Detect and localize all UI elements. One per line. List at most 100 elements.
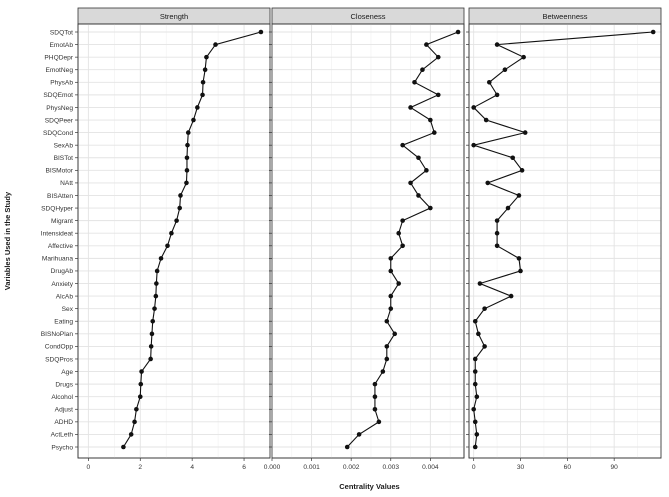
- strength-point-alcohol: [137, 394, 143, 399]
- betweenness-point-bismotor: [519, 168, 525, 173]
- closeness-point-adjust: [372, 406, 378, 412]
- betweenness-point-bisatten: [516, 193, 522, 198]
- closeness-point-physneg: [408, 105, 413, 110]
- closeness-point-intensideat: [396, 230, 401, 236]
- strength-point-condopp: [148, 344, 154, 349]
- betweenness-point-phqdepr: [521, 54, 526, 60]
- strength-point-emotneg: [202, 67, 208, 73]
- y-tick-label: Migrant: [51, 218, 73, 225]
- y-tick-label: SDQPros: [45, 356, 74, 363]
- y-tick-label: BISMotor: [46, 168, 74, 175]
- strength-x-tick-label: 6: [242, 464, 246, 471]
- y-tick-label: AlcAb: [56, 293, 74, 300]
- strength-x-tick-label: 0: [87, 464, 91, 471]
- y-tick-label: NAtt: [60, 180, 73, 187]
- y-tick-label: BISNoPlan: [41, 331, 74, 338]
- closeness-point-sdqpros: [384, 356, 390, 362]
- betweenness-point-sdqpros: [472, 356, 478, 362]
- betweenness-point-sdqpeer: [483, 117, 489, 123]
- strength-point-alcab: [153, 293, 159, 299]
- closeness-series-line: [346, 31, 459, 448]
- y-axis-title: Variables Used in the Study: [3, 191, 12, 290]
- y-tick-label: DrugAb: [51, 268, 74, 275]
- betweenness-point-alcab: [508, 293, 514, 299]
- closeness-point-condopp: [384, 344, 390, 349]
- closeness-point-age: [380, 369, 386, 374]
- strength-point-eating: [150, 318, 156, 324]
- betweenness-series-line: [471, 31, 654, 448]
- closeness-point-sdqpeer: [428, 117, 433, 123]
- closeness-point-emotab: [424, 42, 429, 47]
- closeness-x-tick-label: 0.002: [343, 464, 360, 471]
- betweenness-point-affective: [494, 243, 500, 249]
- closeness-point-emotneg: [420, 67, 425, 73]
- betweenness-point-intensideat: [494, 230, 500, 236]
- strength-point-natt: [184, 180, 189, 186]
- strength-point-physneg: [195, 105, 200, 110]
- y-tick-label: Marihuana: [42, 256, 73, 263]
- closeness-point-adhd: [376, 419, 382, 425]
- closeness-point-sexab: [400, 142, 405, 148]
- betweenness-panel-border: [468, 23, 662, 459]
- strength-point-bisnoplan: [149, 331, 155, 337]
- betweenness-point-bisnoplan: [476, 331, 481, 337]
- betweenness-point-marihuana: [516, 256, 522, 261]
- betweenness-point-drugs: [472, 381, 478, 387]
- y-tick-label: Alcohol: [51, 394, 73, 401]
- y-tick-label: Anxiety: [51, 281, 73, 288]
- strength-point-sdqemot: [200, 92, 205, 98]
- strength-point-adjust: [134, 406, 139, 412]
- strength-point-sexab: [185, 142, 190, 148]
- y-tick-label: SDQHyper: [41, 205, 74, 212]
- strength-series-line: [122, 31, 262, 448]
- closeness-point-drugab: [388, 268, 394, 274]
- strength-point-sdqtot: [258, 29, 264, 35]
- betweenness-point-actleth: [474, 432, 480, 437]
- betweenness-point-physneg: [471, 105, 476, 110]
- strength-point-bistot: [184, 155, 190, 161]
- strength-point-phqdepr: [204, 54, 209, 60]
- betweenness-point-alcohol: [474, 394, 480, 399]
- betweenness-x-tick-label: 0: [472, 464, 476, 471]
- betweenness-panel: [468, 23, 662, 459]
- closeness-point-anxiety: [396, 281, 401, 286]
- strength-panel-border: [77, 23, 271, 459]
- betweenness-panel-title: Betweenness: [542, 12, 587, 21]
- strength-point-sdqhyper: [177, 205, 183, 211]
- y-tick-label: PhysAb: [50, 80, 73, 87]
- strength-point-sdqpros: [148, 356, 153, 362]
- strength-point-sdqcond: [185, 130, 191, 135]
- betweenness-point-sex: [482, 306, 487, 311]
- strength-point-anxiety: [154, 281, 159, 286]
- betweenness-point-eating: [472, 318, 478, 324]
- closeness-point-alcohol: [372, 394, 378, 399]
- strength-panel-title: Strength: [160, 12, 188, 21]
- strength-x-tick-label: 2: [138, 464, 142, 471]
- betweenness-point-adhd: [472, 419, 478, 425]
- betweenness-point-sdqhyper: [505, 205, 511, 211]
- closeness-point-bismotor: [424, 168, 429, 173]
- y-tick-label: Affective: [48, 243, 74, 250]
- closeness-point-eating: [384, 318, 390, 324]
- strength-point-psycho: [121, 444, 126, 450]
- closeness-point-sdqcond: [432, 130, 437, 135]
- strength-panel: [77, 23, 271, 459]
- y-tick-label: SDQTot: [50, 29, 73, 36]
- strength-point-migrant: [174, 218, 179, 223]
- betweenness-point-anxiety: [477, 281, 483, 286]
- closeness-panel: [271, 23, 465, 459]
- y-tick-label: PHQDepr: [44, 54, 73, 61]
- closeness-point-physab: [412, 80, 417, 85]
- y-tick-label: ActLeth: [51, 432, 74, 439]
- x-axis-title: Centrality Values: [339, 482, 399, 491]
- strength-point-sex: [152, 306, 157, 311]
- closeness-point-phqdepr: [435, 54, 441, 60]
- closeness-x-tick-label: 0.001: [303, 464, 320, 471]
- betweenness-point-sdqemot: [494, 92, 500, 98]
- closeness-x-tick-label: 0.003: [383, 464, 400, 471]
- strength-point-adhd: [132, 419, 137, 425]
- closeness-x-tick-label: 0.004: [422, 464, 439, 471]
- closeness-point-drugs: [372, 381, 378, 387]
- strength-point-marihuana: [158, 256, 164, 261]
